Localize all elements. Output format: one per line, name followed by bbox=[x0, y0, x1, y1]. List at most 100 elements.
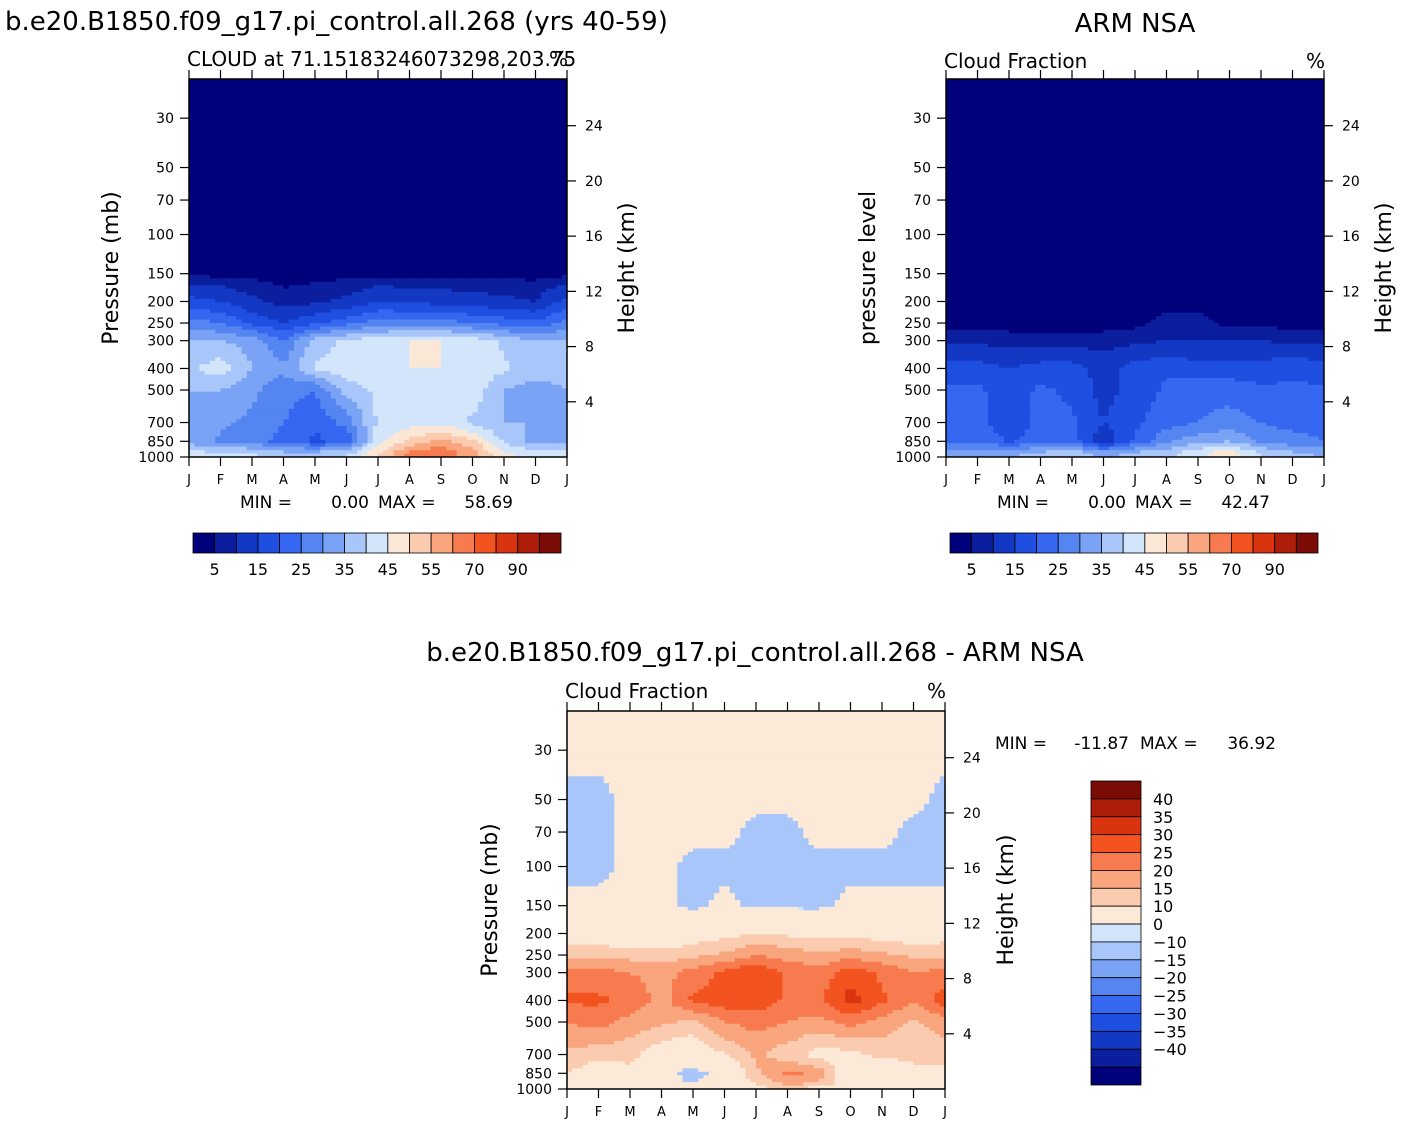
model-cell bbox=[252, 295, 258, 300]
model-cell bbox=[493, 96, 500, 101]
model-cell bbox=[446, 89, 453, 94]
model-cell bbox=[246, 312, 253, 317]
model-cell bbox=[320, 274, 327, 279]
model-cell bbox=[498, 123, 505, 128]
model-cell bbox=[325, 213, 332, 218]
model-cell bbox=[241, 285, 248, 290]
model-cell bbox=[493, 168, 500, 173]
model-cell bbox=[294, 137, 300, 142]
model-cell bbox=[493, 312, 500, 317]
model-cell bbox=[388, 178, 395, 183]
model-cell bbox=[546, 250, 552, 255]
model-cell bbox=[367, 281, 374, 286]
model-cell bbox=[367, 79, 374, 84]
model-cell bbox=[451, 295, 458, 300]
model-cell bbox=[278, 92, 285, 97]
model-cell bbox=[504, 206, 510, 211]
model-cell bbox=[273, 298, 279, 303]
model-cell bbox=[283, 133, 290, 139]
model-cell bbox=[514, 302, 521, 307]
model-cell bbox=[351, 230, 358, 235]
model-cell bbox=[446, 137, 453, 142]
model-cell bbox=[288, 79, 295, 84]
model-cell bbox=[446, 185, 453, 190]
model-cell bbox=[378, 116, 384, 121]
model-cell bbox=[320, 271, 327, 276]
model-cell bbox=[446, 106, 453, 111]
model-cell bbox=[367, 89, 374, 94]
model-cell bbox=[357, 82, 363, 87]
model-cell bbox=[372, 168, 379, 173]
model-cell bbox=[409, 312, 416, 317]
model-cell bbox=[483, 292, 489, 297]
model-cell bbox=[435, 89, 442, 94]
model-cell bbox=[225, 113, 232, 118]
model-cell bbox=[267, 233, 274, 238]
model-cell bbox=[189, 130, 195, 135]
model-cell bbox=[330, 250, 337, 255]
model-cell bbox=[551, 302, 558, 307]
model-cell bbox=[498, 127, 505, 132]
model-cell bbox=[551, 113, 558, 118]
model-cell bbox=[514, 161, 521, 166]
model-cell bbox=[498, 171, 505, 176]
model-cell bbox=[325, 281, 332, 286]
model-cell bbox=[561, 257, 567, 262]
model-cell bbox=[378, 151, 384, 156]
model-cell bbox=[425, 288, 432, 293]
model-cell bbox=[267, 278, 274, 283]
model-cell bbox=[493, 109, 500, 114]
model-cell bbox=[231, 171, 237, 176]
model-cell bbox=[336, 175, 342, 180]
model-cell bbox=[304, 213, 311, 218]
model-cell bbox=[540, 99, 547, 104]
model-cell bbox=[252, 250, 258, 255]
model-cell bbox=[441, 151, 447, 156]
model-cell bbox=[241, 140, 248, 145]
model-cell bbox=[388, 237, 395, 242]
model-cell bbox=[351, 113, 358, 118]
model-cell bbox=[252, 240, 258, 245]
model-cell bbox=[472, 185, 479, 190]
model-cell bbox=[409, 151, 416, 156]
model-cell bbox=[393, 82, 400, 87]
model-cell bbox=[309, 82, 316, 87]
model-cell bbox=[372, 219, 379, 224]
model-cell bbox=[483, 271, 489, 276]
model-cell bbox=[451, 85, 458, 90]
model-cell bbox=[435, 298, 442, 303]
model-cell bbox=[283, 182, 290, 187]
model-cell bbox=[446, 123, 453, 128]
model-cell bbox=[283, 103, 290, 108]
model-cell bbox=[483, 116, 489, 121]
model-cell bbox=[225, 288, 232, 293]
model-cell bbox=[425, 219, 432, 224]
model-cell bbox=[294, 302, 300, 307]
model-cell bbox=[267, 250, 274, 255]
model-cell bbox=[236, 202, 243, 207]
model-cell bbox=[456, 298, 463, 303]
model-cell bbox=[210, 140, 216, 145]
model-cell bbox=[215, 147, 222, 152]
model-cell bbox=[383, 223, 390, 228]
model-cell bbox=[546, 268, 552, 273]
model-cell bbox=[294, 305, 300, 310]
model-cell bbox=[351, 99, 358, 104]
model-cell bbox=[483, 199, 489, 204]
model-cell bbox=[441, 109, 447, 114]
model-cell bbox=[199, 274, 206, 279]
model-cell bbox=[325, 82, 332, 87]
model-cell bbox=[252, 281, 258, 286]
model-cell bbox=[204, 92, 211, 97]
model-cell bbox=[388, 133, 395, 139]
model-cell bbox=[425, 89, 432, 94]
model-cell bbox=[231, 151, 237, 156]
model-cell bbox=[283, 298, 290, 303]
model-cell bbox=[467, 209, 474, 214]
model-cell bbox=[283, 199, 290, 204]
model-cell bbox=[257, 199, 264, 204]
model-cell bbox=[393, 147, 400, 152]
model-cell bbox=[341, 140, 348, 145]
model-cell bbox=[530, 261, 537, 266]
model-cell bbox=[246, 168, 253, 173]
